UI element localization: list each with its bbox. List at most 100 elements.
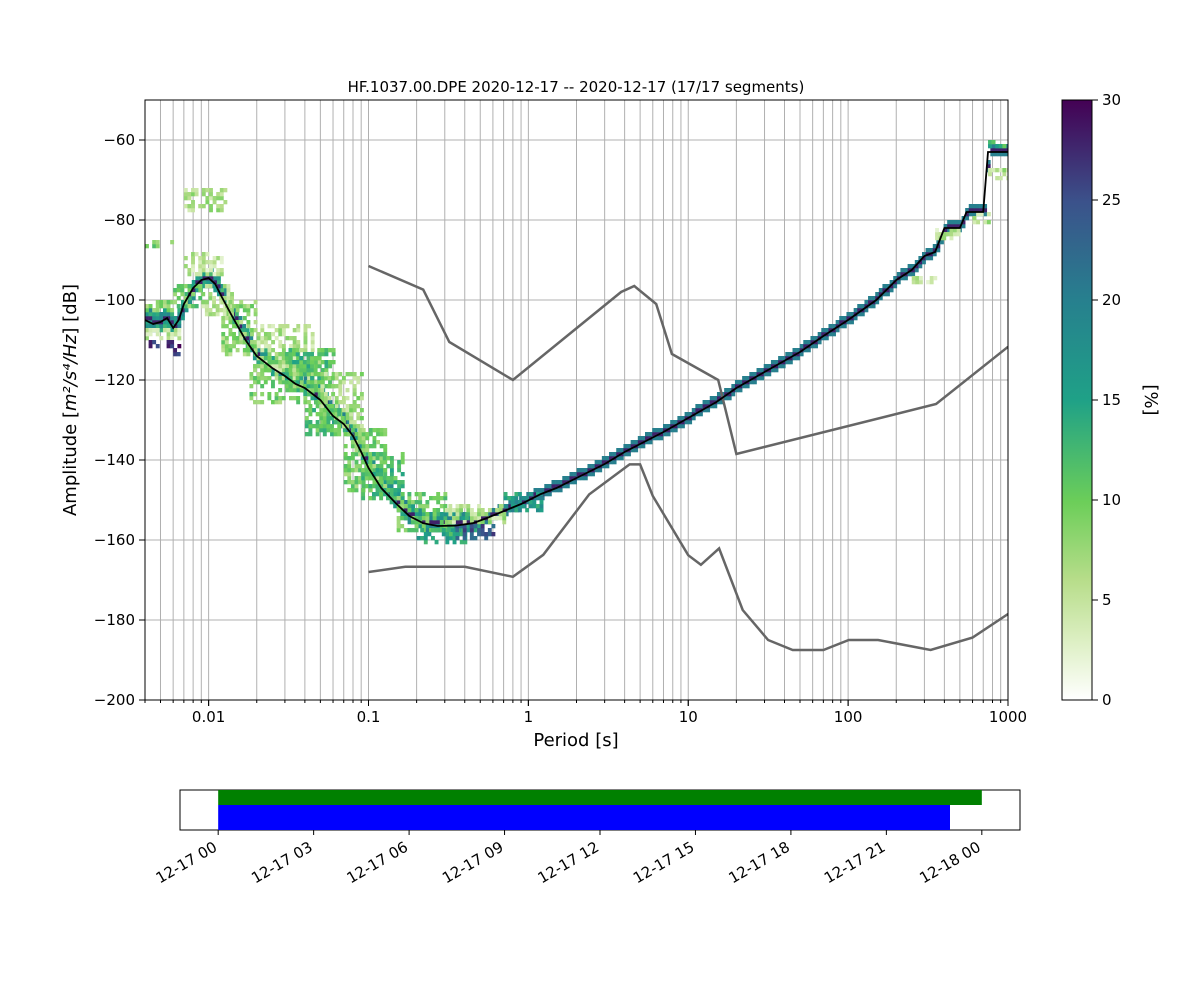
histogram-cell — [315, 404, 320, 409]
histogram-cell — [371, 472, 376, 477]
histogram-cell — [306, 356, 311, 361]
histogram-cell — [365, 432, 370, 437]
histogram-cell — [455, 512, 460, 517]
histogram-cell — [365, 484, 370, 489]
histogram-cell — [443, 492, 448, 497]
histogram-cell — [221, 348, 226, 353]
histogram-cell — [303, 388, 308, 393]
histogram-cell — [372, 468, 377, 473]
histogram-cell — [551, 484, 556, 489]
histogram-cell — [327, 384, 332, 389]
histogram-cell — [322, 432, 327, 437]
histogram-cell — [281, 348, 286, 353]
histogram-cell — [803, 340, 808, 345]
histogram-cell — [514, 492, 519, 497]
histogram-cell — [477, 504, 482, 509]
histogram-cell — [337, 412, 342, 417]
histogram-cell — [274, 364, 279, 369]
histogram-cell — [238, 316, 243, 321]
histogram-cell — [670, 428, 675, 433]
histogram-cell — [857, 304, 862, 309]
histogram-cell — [469, 516, 474, 521]
histogram-cell — [400, 460, 405, 465]
histogram-cell — [148, 332, 153, 337]
histogram-cell — [219, 196, 224, 201]
histogram-cell — [284, 372, 289, 377]
y-axis-ticks: −200−180−160−140−120−100−80−60 — [94, 131, 145, 709]
histogram-cell — [990, 144, 995, 149]
histogram-cell — [480, 524, 485, 529]
histogram-cell — [303, 376, 308, 381]
histogram-cell — [194, 188, 199, 193]
histogram-cell — [652, 428, 657, 433]
histogram-cell — [502, 512, 507, 517]
histogram-cell — [451, 508, 456, 513]
histogram-cell — [313, 368, 318, 373]
histogram-cell — [281, 344, 286, 349]
histogram-cell — [162, 328, 167, 333]
histogram-cell — [260, 372, 265, 377]
histogram-cell — [551, 480, 556, 485]
histogram-cell — [292, 384, 297, 389]
histogram-cell — [510, 504, 515, 509]
histogram-cell — [727, 396, 732, 401]
histogram-cell — [936, 248, 941, 253]
histogram-cell — [695, 404, 700, 409]
histogram-cell — [526, 492, 531, 497]
timeline-tick-label: 12-18 00 — [916, 838, 983, 887]
histogram-cell — [400, 512, 405, 517]
histogram-cell — [455, 504, 460, 509]
histogram-cell — [278, 396, 283, 401]
histogram-cell — [173, 348, 178, 353]
histogram-cell — [601, 464, 606, 469]
histogram-cell — [436, 500, 441, 505]
histogram-cell — [208, 312, 213, 317]
histogram-cell — [274, 400, 279, 405]
histogram-cell — [601, 456, 606, 461]
histogram-cell — [308, 432, 313, 437]
histogram-cell — [605, 464, 610, 469]
histogram-cell — [868, 300, 872, 305]
histogram-cell — [576, 472, 581, 477]
histogram-cell — [537, 488, 541, 493]
histogram-cell — [886, 292, 890, 297]
y-axis-label-prefix: Amplitude [ — [60, 411, 81, 516]
histogram-cell — [302, 364, 307, 369]
histogram-cell — [166, 304, 171, 309]
histogram-cell — [349, 412, 354, 417]
histogram-cell — [418, 496, 423, 501]
histogram-cell — [289, 344, 294, 349]
histogram-cell — [249, 336, 254, 341]
histogram-cell — [469, 512, 474, 517]
timeline-tick-label: 12-17 15 — [630, 838, 697, 887]
histogram-cell — [713, 404, 718, 409]
histogram-cell — [459, 508, 464, 513]
histogram-cell — [314, 392, 318, 397]
histogram-cell — [900, 276, 905, 281]
histogram-cell — [304, 424, 309, 429]
histogram-cell — [368, 428, 373, 433]
histogram-cell — [799, 344, 804, 349]
histogram-cell — [490, 512, 495, 517]
histogram-cell — [267, 332, 272, 337]
histogram-cell — [292, 368, 297, 373]
histogram-cell — [403, 528, 408, 533]
histogram-cell — [260, 400, 265, 405]
histogram-cell — [152, 312, 157, 317]
histogram-cell — [173, 332, 178, 337]
histogram-cell — [587, 468, 592, 473]
histogram-cell — [479, 516, 484, 521]
histogram-cell — [338, 372, 343, 377]
histogram-cell — [352, 376, 357, 381]
histogram-cell — [411, 520, 415, 525]
histogram-cell — [246, 312, 251, 317]
histogram-cell — [979, 208, 984, 213]
histogram-cell — [965, 216, 970, 221]
histogram-cell — [359, 396, 364, 401]
histogram-cell — [421, 512, 426, 517]
histogram-cell — [379, 476, 384, 481]
histogram-cell — [995, 176, 1000, 181]
histogram-cell — [253, 368, 257, 373]
histogram-cell — [296, 388, 300, 393]
